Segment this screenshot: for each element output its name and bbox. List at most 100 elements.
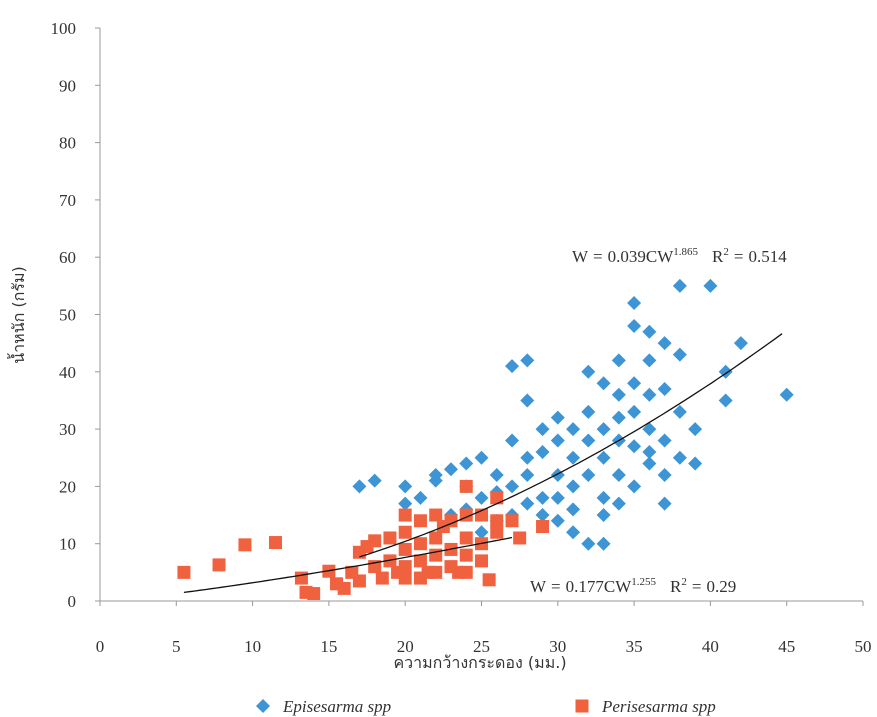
point	[413, 554, 427, 568]
r2-power: 2	[681, 576, 687, 588]
point	[238, 538, 252, 552]
point	[550, 433, 565, 448]
x-tick-label: 5	[172, 637, 181, 656]
point	[505, 514, 519, 528]
point	[520, 450, 535, 465]
eq-sign: =	[734, 247, 744, 266]
point	[513, 531, 527, 545]
point	[596, 536, 611, 551]
x-tick-label: 40	[702, 637, 719, 656]
point	[459, 531, 473, 545]
point	[627, 439, 642, 454]
point	[657, 381, 672, 396]
point	[611, 353, 626, 368]
point	[672, 278, 687, 293]
y-tick-label: 100	[51, 19, 77, 38]
point	[413, 514, 427, 528]
point	[535, 490, 550, 505]
eq-var: CW	[604, 577, 632, 596]
eq-sign: =	[692, 577, 702, 596]
point	[398, 542, 412, 556]
point	[535, 422, 550, 437]
point	[294, 571, 308, 585]
point	[566, 502, 581, 517]
x-tick-label: 10	[244, 637, 261, 656]
point	[505, 433, 520, 448]
point	[307, 587, 321, 601]
x-tick-label: 45	[778, 637, 795, 656]
r2-power: 2	[723, 246, 729, 258]
point	[413, 490, 428, 505]
point	[177, 565, 191, 579]
point	[429, 508, 443, 522]
point	[459, 565, 473, 579]
eq-var: CW	[646, 247, 674, 266]
point	[627, 296, 642, 311]
y-tick-label: 50	[59, 306, 76, 325]
point	[474, 490, 489, 505]
point	[368, 534, 382, 548]
point	[672, 450, 687, 465]
point	[536, 520, 550, 534]
point	[672, 404, 687, 419]
y-tick-label: 80	[59, 134, 76, 153]
point	[642, 387, 657, 402]
point	[672, 347, 687, 362]
point	[212, 558, 226, 572]
point	[428, 467, 443, 482]
point	[459, 479, 473, 493]
point	[657, 496, 672, 511]
point	[611, 467, 626, 482]
x-tick-label: 0	[96, 637, 105, 656]
point	[490, 514, 504, 528]
point	[779, 387, 794, 402]
point	[596, 422, 611, 437]
point	[490, 525, 504, 539]
point	[566, 479, 581, 494]
point	[657, 433, 672, 448]
point	[413, 537, 427, 551]
x-axis-label: ความกว้างกระดอง (มม.)	[393, 653, 566, 672]
point	[535, 508, 550, 523]
point	[581, 467, 596, 482]
y-tick-label: 90	[59, 76, 76, 95]
point	[642, 353, 657, 368]
point	[398, 560, 412, 574]
point	[535, 445, 550, 460]
point	[688, 422, 703, 437]
point	[474, 450, 489, 465]
y-tick-label: 70	[59, 191, 76, 210]
x-tick-label: 15	[320, 637, 337, 656]
x-tick-label: 30	[549, 637, 566, 656]
point	[550, 490, 565, 505]
point	[627, 479, 642, 494]
point	[581, 404, 596, 419]
point	[398, 479, 413, 494]
point	[383, 554, 397, 568]
r2-value: 0.514	[748, 247, 787, 266]
point	[581, 536, 596, 551]
point	[429, 531, 443, 545]
point	[352, 574, 366, 588]
point	[475, 554, 488, 568]
point	[429, 565, 443, 579]
point	[581, 364, 596, 379]
r2-symbol: R	[712, 247, 724, 266]
equation: W = 0.039CW1.865 R2 = 0.514	[572, 246, 787, 266]
point	[520, 393, 535, 408]
eq-sign: =	[551, 577, 561, 596]
eq-exponent: 1.255	[631, 576, 656, 588]
point	[627, 404, 642, 419]
legend-marker	[256, 699, 270, 713]
point	[566, 525, 581, 540]
eq-lhs: W	[572, 247, 589, 266]
point	[657, 336, 672, 351]
eq-coef: 0.039	[608, 247, 646, 266]
point	[688, 456, 703, 471]
point	[474, 525, 489, 540]
eq-coef: 0.177	[566, 577, 605, 596]
point	[642, 456, 657, 471]
eq-lhs: W	[530, 577, 547, 596]
point	[581, 433, 596, 448]
r2-symbol: R	[670, 577, 682, 596]
